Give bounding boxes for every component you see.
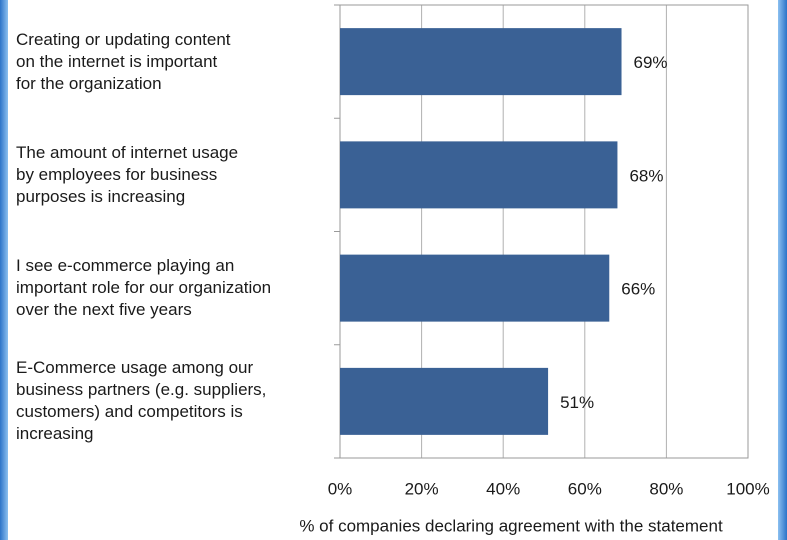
x-tick-label: 20% bbox=[405, 479, 439, 498]
x-axis-label: % of companies declaring agreement with … bbox=[299, 516, 723, 535]
data-label: 68% bbox=[629, 166, 663, 185]
category-label: Creating or updating content on the inte… bbox=[16, 29, 231, 93]
category-label: E-Commerce usage among our business part… bbox=[16, 358, 267, 444]
bar bbox=[340, 141, 618, 209]
x-tick-label: 100% bbox=[726, 479, 769, 498]
frame-edge bbox=[778, 0, 787, 540]
bar bbox=[340, 254, 610, 322]
frame-edge bbox=[0, 0, 8, 540]
data-label: 51% bbox=[560, 393, 594, 412]
x-tick-label: 40% bbox=[486, 479, 520, 498]
data-label: 66% bbox=[621, 280, 655, 299]
bar bbox=[340, 367, 549, 435]
x-tick-label: 80% bbox=[649, 479, 683, 498]
x-tick-label: 0% bbox=[328, 479, 353, 498]
bar bbox=[340, 28, 622, 96]
category-label: The amount of internet usage by employee… bbox=[16, 142, 239, 206]
data-label: 69% bbox=[634, 53, 668, 72]
category-label: I see e-commerce playing an important ro… bbox=[16, 256, 272, 320]
x-tick-label: 60% bbox=[568, 479, 602, 498]
